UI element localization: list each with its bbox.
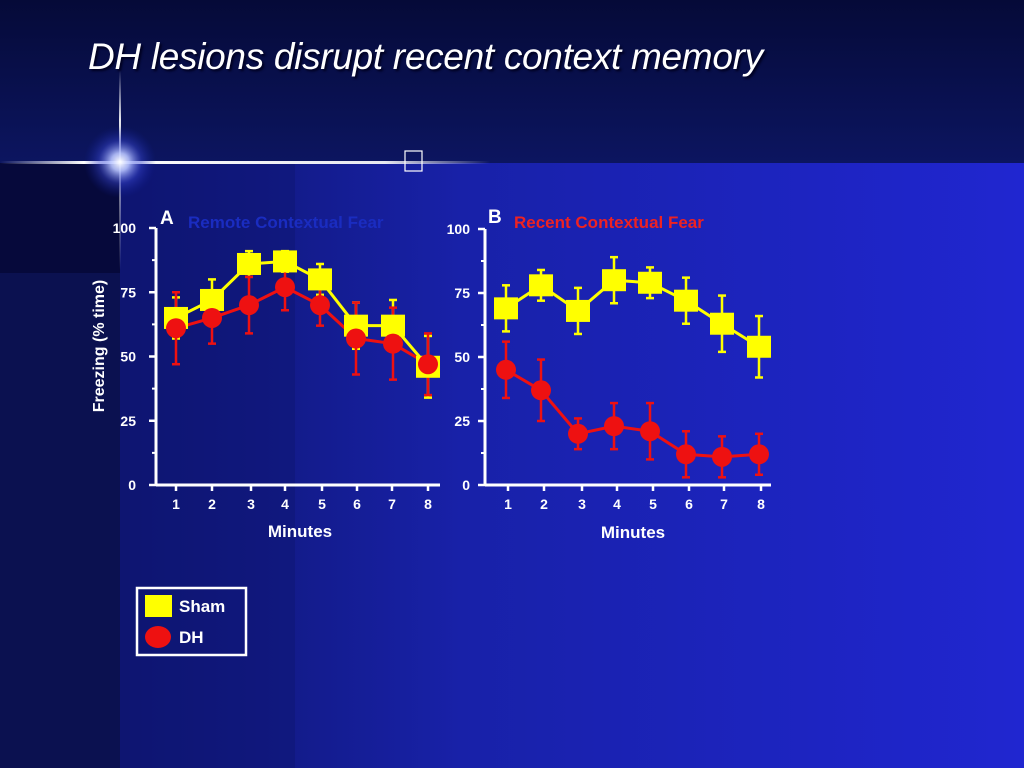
legend-dh-swatch (145, 626, 171, 648)
panel-b-dh-marker (496, 359, 516, 380)
panel-a-dh-marker (202, 307, 222, 328)
legend-sham-label: Sham (179, 597, 225, 616)
panel-a-xtick-label: 6 (353, 496, 361, 512)
panel-b-ytick-label: 25 (454, 413, 470, 429)
legend-sham-swatch (145, 595, 172, 617)
panel-a-xtick-label: 7 (388, 496, 396, 512)
panel-a-ytick-label: 100 (113, 220, 137, 236)
panel-b-sham-marker (747, 335, 771, 358)
panel-b-dh-marker (640, 421, 660, 442)
panel-a-ytick-label: 75 (120, 284, 136, 300)
panel-a-sham-marker (308, 268, 332, 291)
panel-b-ytick-label: 75 (454, 285, 470, 301)
panel-b-plot: 0 25 50 75 100 1 2 3 4 5 6 7 8 (447, 221, 771, 512)
panel-a-sham-marker (273, 250, 297, 273)
panel-b-chart: B Recent Contextual Fear Minutes 0255075… (447, 207, 771, 542)
panel-b-sham-marker (710, 312, 734, 335)
panel-b-xlabel: Minutes (601, 523, 665, 542)
panel-b-ytick-label: 50 (454, 349, 470, 365)
panel-b-xtick-label: 6 (685, 496, 693, 512)
panel-a-ytick-label: 50 (120, 349, 136, 365)
panel-a-dh-marker (310, 295, 330, 316)
panel-b-sham-marker (602, 269, 626, 292)
panel-a-xtick-label: 2 (208, 496, 216, 512)
panel-b-sham-marker (529, 274, 553, 297)
panel-a-dh-marker (418, 354, 438, 375)
panel-a-sham-marker (237, 252, 261, 275)
panel-a-ytick-label: 25 (120, 413, 136, 429)
panel-b-sham-marker (674, 289, 698, 312)
panel-b-dh-marker (568, 423, 588, 444)
panel-b-xtick-label: 5 (649, 496, 657, 512)
panel-a-ylabel: Freezing (% time) (91, 280, 108, 412)
panel-a-ytick-label: 0 (128, 477, 136, 493)
panel-a-chart: A Remote Contextual Fear Freezing (% tim… (91, 208, 440, 541)
panel-b-title: Recent Contextual Fear (514, 213, 704, 232)
panel-a-xlabel: Minutes (268, 522, 332, 541)
legend: Sham DH (135, 586, 248, 657)
panel-b-sham-marker (494, 297, 518, 320)
panel-b-dh-marker (749, 444, 769, 465)
panel-b-dh-marker (676, 444, 696, 465)
lens-flare-icon (84, 126, 156, 198)
panel-a-xtick-label: 4 (281, 496, 289, 512)
panel-a-xtick-label: 1 (172, 496, 180, 512)
panel-a-sham-marker (381, 314, 405, 337)
panel-a-dh-marker (383, 333, 403, 354)
missing-glyph-icon (404, 150, 423, 172)
panel-a-dh-marker (275, 277, 295, 298)
panel-a-xtick-label: 5 (318, 496, 326, 512)
panel-b-xtick-label: 8 (757, 496, 765, 512)
panel-b-xtick-label: 4 (613, 496, 621, 512)
panel-a-dh-marker (239, 295, 259, 316)
panel-a-title: Remote Contextual Fear (188, 213, 384, 232)
panel-a-xtick-label: 8 (424, 496, 432, 512)
panel-b-ytick-label: 100 (447, 221, 471, 237)
panel-a-sham-marker (200, 288, 224, 311)
panel-b-sham-marker (638, 271, 662, 294)
panel-b-xtick-label: 7 (720, 496, 728, 512)
legend-dh-label: DH (179, 628, 204, 647)
panel-b-ytick-label: 0 (462, 477, 470, 493)
panel-b-xtick-label: 3 (578, 496, 586, 512)
panel-b-xtick-label: 1 (504, 496, 512, 512)
panel-b-sham-marker (566, 299, 590, 322)
slide-title: DH lesions disrupt recent context memory (88, 36, 763, 77)
panel-b-dh-marker (712, 446, 732, 467)
panel-a-dh-marker (346, 328, 366, 349)
panel-b-xtick-label: 2 (540, 496, 548, 512)
panel-a-dh-marker (166, 318, 186, 339)
panel-a-label: A (160, 208, 174, 229)
legend-frame (135, 586, 248, 657)
panel-a-plot: 0 25 50 75 100 1 2 3 4 5 6 7 8 (113, 220, 440, 512)
panel-b-dh-marker (531, 380, 551, 401)
panel-a-xtick-label: 3 (247, 496, 255, 512)
panel-b-label: B (488, 207, 502, 228)
panel-b-dh-marker (604, 416, 624, 437)
